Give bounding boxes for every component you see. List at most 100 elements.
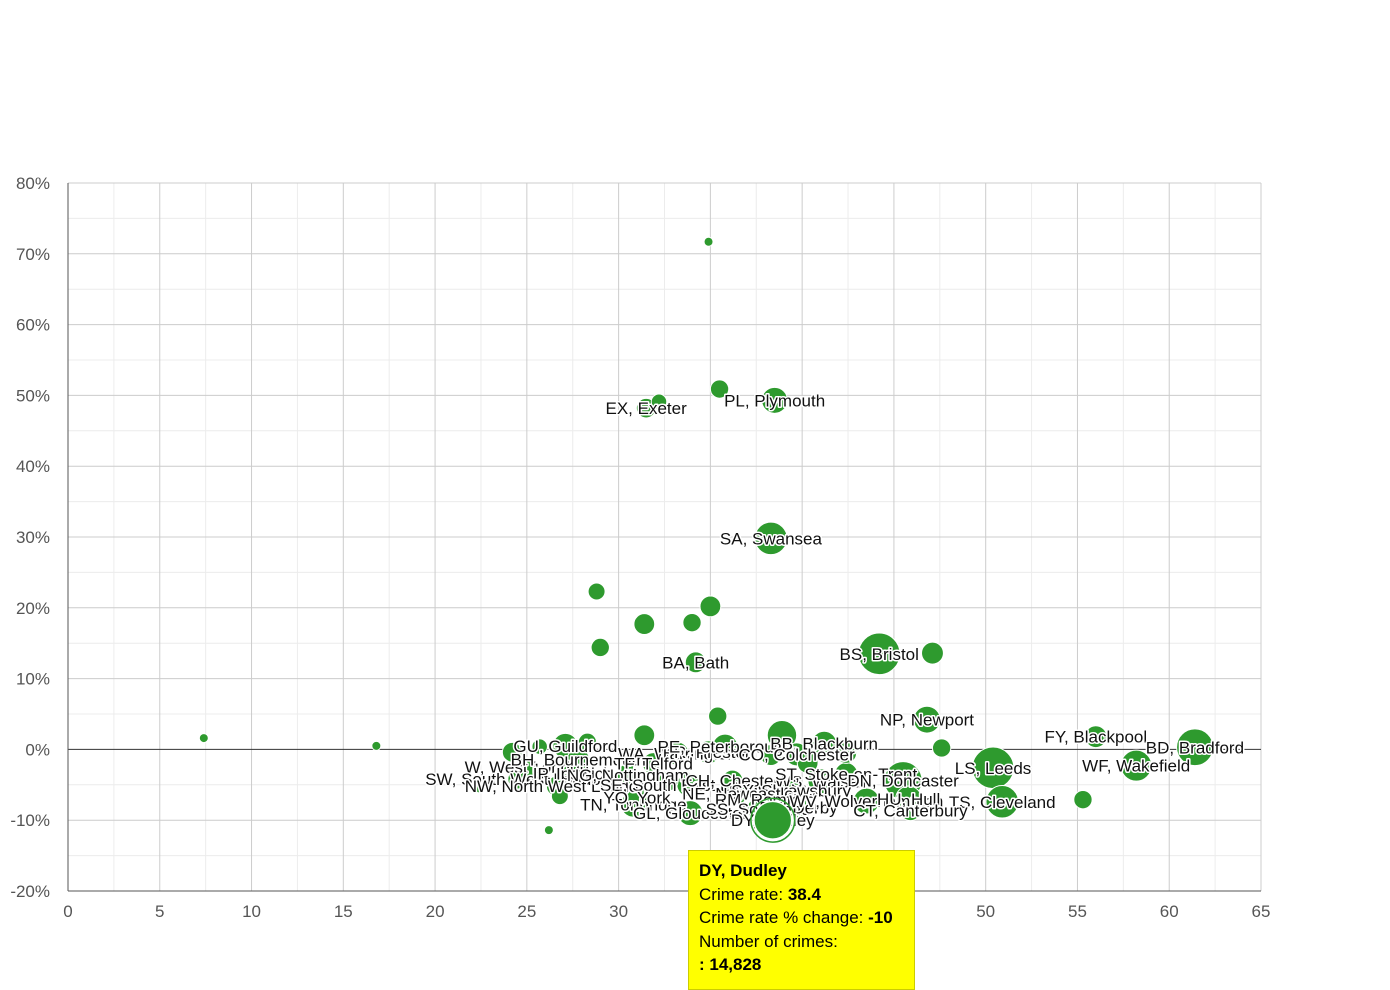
tooltip-change-label: Crime rate % change: bbox=[699, 908, 864, 927]
bubble-label: IP, Ipswich bbox=[533, 764, 613, 783]
bubble-point bbox=[650, 393, 668, 411]
bubble-label: BB, Blackburn bbox=[770, 735, 878, 754]
bubble-point bbox=[561, 762, 584, 785]
bubble-point bbox=[677, 800, 704, 827]
bubble-point bbox=[633, 613, 656, 635]
bubble-point bbox=[577, 732, 598, 752]
bubble-label: WF, Wakefield bbox=[1082, 757, 1190, 776]
bubble-label: YO, York bbox=[603, 789, 671, 808]
tooltip-change: Crime rate % change: -10 bbox=[699, 906, 904, 930]
tooltip-crime-rate-value: 38.4 bbox=[787, 884, 821, 904]
bubble-point bbox=[727, 782, 749, 805]
bubble-point bbox=[590, 637, 610, 658]
highlight-ring bbox=[750, 797, 796, 843]
tooltip-crimes-value-row: : 14,828 bbox=[699, 953, 904, 977]
bubble-label: SY, Shrewsbury bbox=[731, 781, 851, 800]
bubble-point bbox=[857, 632, 901, 676]
bubble-point bbox=[657, 770, 679, 792]
bubble-label: GL, Gloucester bbox=[633, 804, 748, 823]
bubble-label: NP, Newport bbox=[880, 711, 974, 730]
bubble-label: PL, Plymouth bbox=[724, 391, 825, 410]
bubble-label: PE, Peterborough bbox=[657, 738, 792, 757]
bubble-point bbox=[1120, 749, 1153, 782]
x-tick-label: 55 bbox=[1068, 902, 1087, 921]
bubble-label: BS, Bristol bbox=[840, 645, 919, 664]
bubble-label: GU, Guildford bbox=[513, 737, 617, 756]
tooltip: DY, Dudley Crime rate: 38.4 Crime rate %… bbox=[688, 850, 915, 990]
x-tick-label: 15 bbox=[334, 902, 353, 921]
bubble-label: NG, Nottingham bbox=[567, 766, 689, 785]
x-tick-label: 60 bbox=[1160, 902, 1179, 921]
x-tick-label: 0 bbox=[63, 902, 72, 921]
x-tick-label: 65 bbox=[1252, 902, 1271, 921]
bubble-label: EX, Exeter bbox=[606, 399, 688, 418]
bubble-point bbox=[616, 763, 640, 787]
bubble-label: CO, Colchester bbox=[739, 745, 856, 764]
bubble-label: TF, Telford bbox=[614, 755, 693, 774]
bubble-label: WV, Wolverhampton bbox=[789, 792, 943, 811]
bubble-point bbox=[709, 379, 730, 399]
bubble-point bbox=[1176, 728, 1214, 767]
bubble-point bbox=[371, 740, 382, 751]
bubble-point bbox=[699, 595, 722, 618]
bubble-label: WS, Walsall bbox=[775, 772, 866, 791]
bubble-point bbox=[811, 730, 838, 757]
bubble-label: W, West London bbox=[465, 758, 589, 777]
bubble-point bbox=[913, 705, 941, 734]
bubble-point bbox=[587, 582, 606, 601]
bubble-point bbox=[931, 738, 952, 758]
bubble-point bbox=[1084, 725, 1108, 749]
y-tick-label: 10% bbox=[16, 670, 50, 689]
bubble-point bbox=[760, 744, 782, 766]
x-tick-label: 50 bbox=[976, 902, 995, 921]
y-tick-label: -10% bbox=[10, 811, 50, 830]
bubble-point bbox=[198, 733, 209, 744]
bubble-label: BA, Bath bbox=[662, 653, 729, 672]
y-tick-label: 20% bbox=[16, 599, 50, 618]
bubble-point bbox=[642, 752, 665, 776]
bubble-point bbox=[807, 768, 834, 795]
bubble-label: ST, Stoke-on-Trent bbox=[775, 765, 917, 784]
bubble-label: DN, Doncaster bbox=[847, 772, 959, 791]
y-tick-label: 0% bbox=[25, 740, 50, 759]
bubble-label: CT, Canterbury bbox=[853, 801, 968, 820]
bubble-point bbox=[696, 740, 721, 765]
bubble-point bbox=[796, 751, 819, 774]
x-tick-label: 30 bbox=[609, 902, 628, 921]
bubble-point bbox=[474, 783, 485, 794]
y-tick-label: 70% bbox=[16, 245, 50, 264]
bubble-label: LS, Leeds bbox=[955, 759, 1032, 778]
bubble-point bbox=[754, 521, 788, 556]
bubble-point bbox=[633, 724, 656, 747]
tooltip-crimes-label: Number of crimes: bbox=[699, 931, 838, 951]
y-tick-label: 80% bbox=[16, 174, 50, 193]
tooltip-change-value: -10 bbox=[868, 908, 893, 927]
bubble-point bbox=[703, 236, 714, 247]
bubble-label: NW, North West London bbox=[465, 777, 648, 796]
tooltip-crimes-value: : 14,828 bbox=[699, 955, 762, 974]
y-tick-label: -20% bbox=[10, 882, 50, 901]
bubble-point bbox=[761, 386, 789, 414]
bubble-point bbox=[780, 780, 802, 801]
bubble-label: SW, South West London bbox=[425, 770, 610, 789]
tooltip-crime-rate-label: Crime rate: bbox=[699, 884, 784, 904]
bubble-point bbox=[626, 786, 648, 809]
bubble-point bbox=[985, 785, 1019, 819]
bubble-point bbox=[550, 787, 569, 806]
x-tick-label: 20 bbox=[426, 902, 445, 921]
y-tick-label: 50% bbox=[16, 386, 50, 405]
bubble-label: BD, Bradford bbox=[1146, 738, 1244, 757]
bubble-point bbox=[852, 787, 880, 815]
bubbles bbox=[198, 236, 1214, 836]
bubble-point bbox=[708, 706, 728, 726]
bubble-point bbox=[899, 799, 922, 822]
bubble-point bbox=[665, 741, 690, 766]
bubble-label: SA, Swansea bbox=[720, 529, 823, 548]
bubble-label: PR, Preston bbox=[663, 743, 755, 762]
bubble-point bbox=[684, 651, 707, 674]
bubble-point bbox=[501, 741, 523, 763]
bubble-label: TN, Tonbridge bbox=[580, 796, 686, 815]
bubble-point bbox=[766, 720, 798, 751]
bubble-point bbox=[835, 742, 858, 764]
